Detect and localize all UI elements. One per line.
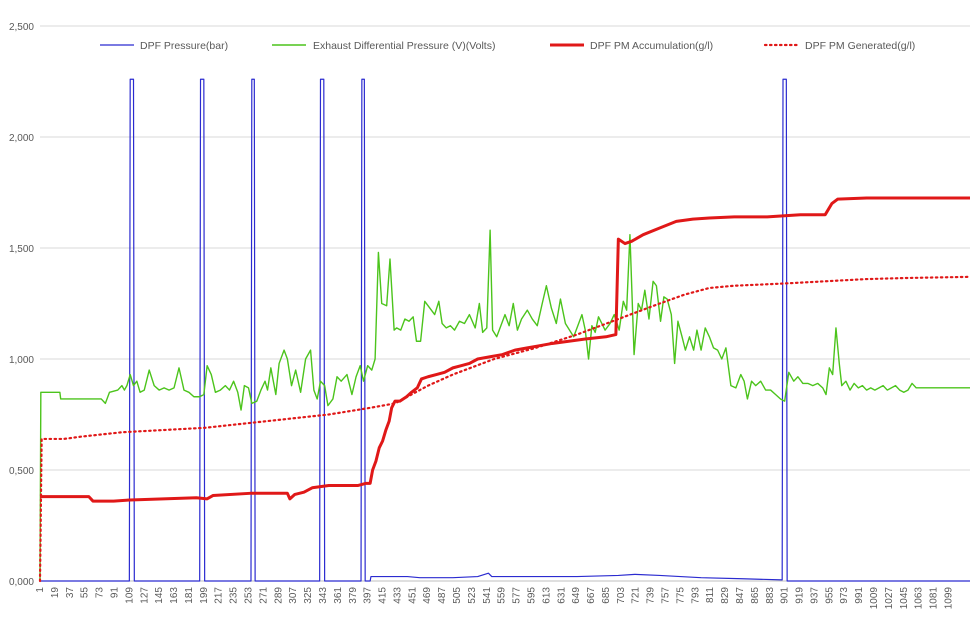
x-tick-label: 415 — [378, 587, 389, 604]
x-tick-label: 901 — [780, 587, 791, 604]
x-tick-label: 379 — [348, 587, 359, 604]
x-tick-label: 145 — [154, 587, 165, 604]
x-tick-label: 163 — [169, 587, 180, 604]
x-tick-label: 199 — [199, 587, 210, 604]
y-tick-label: 1,500 — [9, 244, 34, 255]
x-tick-label: 271 — [258, 587, 269, 604]
x-tick-label: 1081 — [929, 587, 940, 610]
x-tick-label: 91 — [109, 587, 120, 599]
x-tick-label: 235 — [229, 587, 240, 604]
x-tick-label: 523 — [467, 587, 478, 604]
legend-label: Exhaust Differential Pressure (V)(Volts) — [313, 40, 495, 52]
legend: DPF Pressure(bar) Exhaust Differential Pr… — [100, 40, 915, 52]
x-tick-label: 487 — [437, 587, 448, 604]
x-tick-label: 505 — [452, 587, 463, 604]
x-tick-label: 127 — [139, 587, 150, 604]
x-tick-label: 73 — [95, 587, 106, 599]
x-tick-label: 559 — [497, 587, 508, 604]
x-tick-label: 757 — [661, 587, 672, 604]
x-tick-label: 1045 — [899, 587, 910, 610]
y-tick-label: 2,000 — [9, 133, 34, 144]
x-tick-label: 1 — [35, 587, 46, 593]
x-tick-label: 343 — [318, 587, 329, 604]
series-line-1 — [40, 78, 970, 582]
x-tick-label: 991 — [854, 587, 865, 604]
x-tick-label: 217 — [214, 587, 225, 604]
x-tick-label: 1099 — [943, 587, 954, 610]
x-tick-label: 973 — [839, 587, 850, 604]
x-tick-label: 109 — [124, 587, 135, 604]
x-tick-label: 685 — [601, 587, 612, 604]
x-tick-label: 253 — [244, 587, 255, 604]
x-tick-label: 883 — [765, 587, 776, 604]
legend-label: DPF Pressure(bar) — [140, 40, 228, 52]
x-tick-label: 613 — [541, 587, 552, 604]
y-tick-label: 0,500 — [9, 466, 34, 477]
x-tick-label: 361 — [333, 587, 344, 604]
x-tick-label: 703 — [616, 587, 627, 604]
legend-label: DPF PM Generated(g/l) — [805, 40, 915, 52]
x-tick-label: 937 — [809, 587, 820, 604]
x-tick-label: 847 — [735, 587, 746, 604]
x-tick-label: 793 — [690, 587, 701, 604]
x-tick-label: 667 — [586, 587, 597, 604]
x-tick-label: 1063 — [914, 587, 925, 610]
x-tick-label: 739 — [646, 587, 657, 604]
x-tick-label: 181 — [184, 587, 195, 604]
y-tick-label: 1,000 — [9, 355, 34, 366]
x-tick-label: 811 — [705, 587, 716, 603]
y-tick-label: 2,500 — [9, 22, 34, 33]
x-tick-label: 307 — [288, 587, 299, 604]
x-tick-label: 451 — [407, 587, 418, 604]
x-tick-label: 649 — [571, 587, 582, 604]
y-tick-label: 0,000 — [9, 577, 34, 588]
x-tick-label: 919 — [795, 587, 806, 604]
legend-label: DPF PM Accumulation(g/l) — [590, 40, 713, 52]
x-tick-label: 469 — [422, 587, 433, 604]
x-tick-label: 865 — [750, 587, 761, 604]
x-tick-label: 775 — [675, 587, 686, 604]
x-tick-label: 55 — [80, 587, 91, 599]
data-series — [38, 78, 972, 583]
x-tick-label: 1009 — [869, 587, 880, 610]
series-line-2 — [39, 229, 970, 582]
x-tick-label: 325 — [303, 587, 314, 604]
x-tick-label: 541 — [482, 587, 493, 604]
x-tick-label: 37 — [65, 587, 76, 599]
x-tick-label: 721 — [631, 587, 642, 604]
series-line-4 — [38, 275, 972, 583]
x-tick-label: 955 — [824, 587, 835, 604]
x-tick-label: 631 — [556, 587, 567, 604]
x-tick-label: 595 — [526, 587, 537, 604]
series-line-3 — [40, 196, 970, 503]
x-tick-label: 397 — [363, 587, 374, 604]
x-tick-label: 433 — [392, 587, 403, 604]
x-tick-label: 1027 — [884, 587, 895, 610]
x-tick-label: 19 — [50, 587, 61, 599]
x-tick-label: 289 — [273, 587, 284, 604]
x-tick-label: 829 — [720, 587, 731, 604]
x-tick-label: 577 — [512, 587, 523, 604]
